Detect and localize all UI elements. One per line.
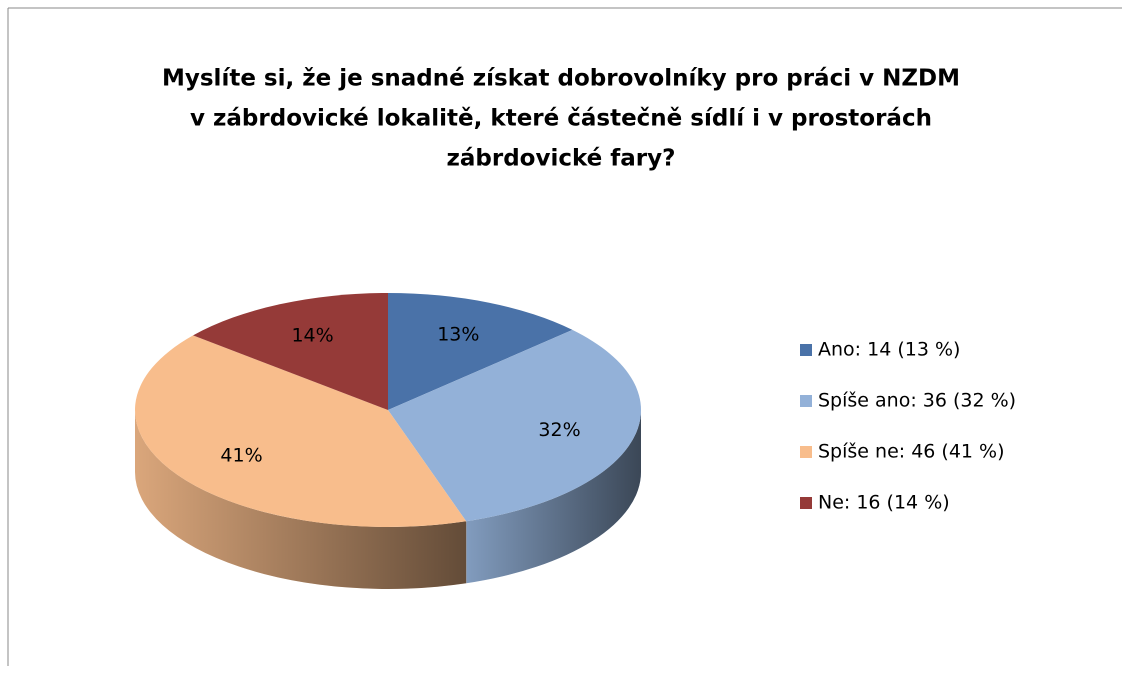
chart-title: zábrdovické fary?: [447, 146, 676, 172]
data-label: 41%: [220, 445, 262, 467]
legend-swatch: [800, 497, 812, 509]
pie-side-shade: [135, 410, 467, 589]
legend-label: Ne: 16 (14 %): [818, 492, 950, 514]
legend-swatch: [800, 446, 812, 458]
legend-swatch: [800, 344, 812, 356]
data-label: 32%: [538, 419, 580, 441]
legend-label: Ano: 14 (13 %): [818, 339, 960, 361]
legend-label: Spíše ano: 36 (32 %): [818, 390, 1016, 412]
chart-title: Myslíte si, že je snadné získat dobrovol…: [162, 66, 960, 92]
pie-slice: [193, 293, 388, 410]
pie-side-shade: [466, 410, 642, 584]
legend-swatch: [800, 395, 812, 407]
pie-slice: [388, 329, 642, 522]
legend-label: Spíše ne: 46 (41 %): [818, 441, 1005, 463]
pie-slice: [134, 335, 467, 528]
data-label: 14%: [291, 324, 333, 346]
chart-title: v zábrdovické lokalitě, které částečně s…: [190, 106, 932, 132]
pie-slice: [388, 293, 573, 410]
data-label: 13%: [437, 323, 479, 345]
